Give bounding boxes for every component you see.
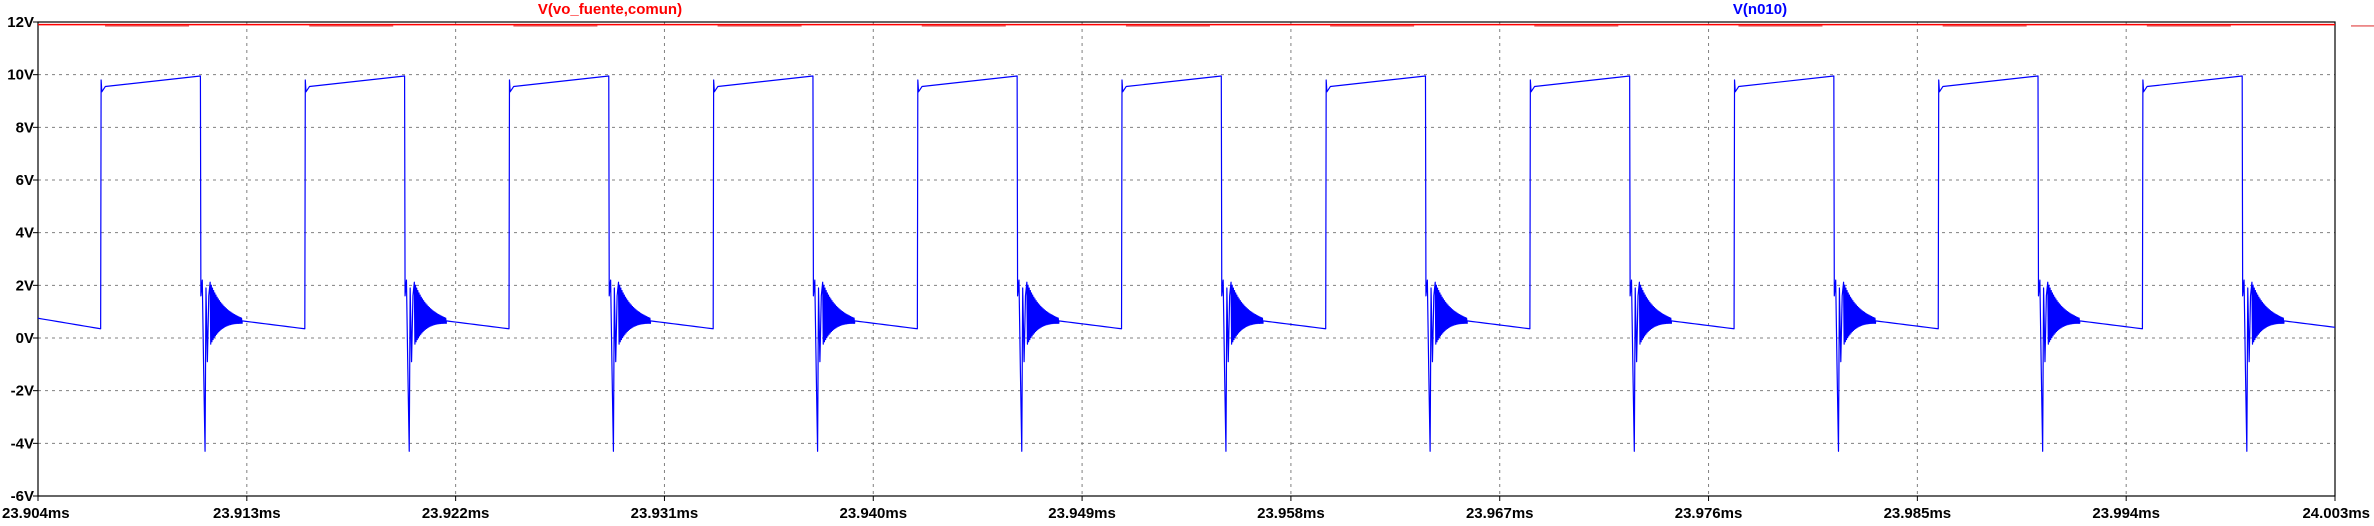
trace-label-blue: V(n010): [1733, 1, 1787, 18]
y-tick-label: 0V: [16, 330, 34, 347]
y-tick-label: 6V: [16, 172, 34, 189]
traces: [37, 23, 2374, 452]
x-tick-label: 23.994ms: [2092, 505, 2160, 522]
x-tick-label: 23.940ms: [839, 505, 907, 522]
y-tick-label: 8V: [16, 119, 34, 136]
x-tick-label: 23.985ms: [1884, 505, 1952, 522]
x-tick-label: 23.967ms: [1466, 505, 1534, 522]
x-tick-label: 23.976ms: [1675, 505, 1743, 522]
y-tick-label: 4V: [16, 225, 34, 242]
y-tick-label: 12V: [7, 14, 34, 31]
y-tick-label: -6V: [11, 488, 34, 505]
x-tick-label: 23.931ms: [631, 505, 699, 522]
y-tick-label: -2V: [11, 383, 34, 400]
x-tick-label: 23.904ms: [2, 505, 70, 522]
trace-label-red: V(vo_fuente,comun): [538, 1, 682, 18]
x-tick-label: 23.913ms: [213, 505, 281, 522]
y-tick-label: 10V: [7, 67, 34, 84]
axes: [33, 21, 2336, 501]
x-tick-label: 23.958ms: [1257, 505, 1325, 522]
plot-frame: [37, 21, 2336, 497]
x-tick-label: 24.003ms: [2302, 505, 2370, 522]
y-tick-label: -4V: [11, 435, 34, 452]
trace-blue-line: [37, 75, 2336, 452]
tick-labels: -6V -4V -2V 0V 2V 4V 6V 8V 10V 12V 23.904ms 23.913m…: [2, 14, 2370, 522]
grid-lines: [38, 22, 2335, 496]
y-tick-label: 2V: [16, 277, 34, 294]
x-tick-label: 23.949ms: [1048, 505, 1116, 522]
x-tick-label: 23.922ms: [422, 505, 490, 522]
trace-labels: V(vo_fuente,comun) V(n010): [538, 1, 1787, 18]
